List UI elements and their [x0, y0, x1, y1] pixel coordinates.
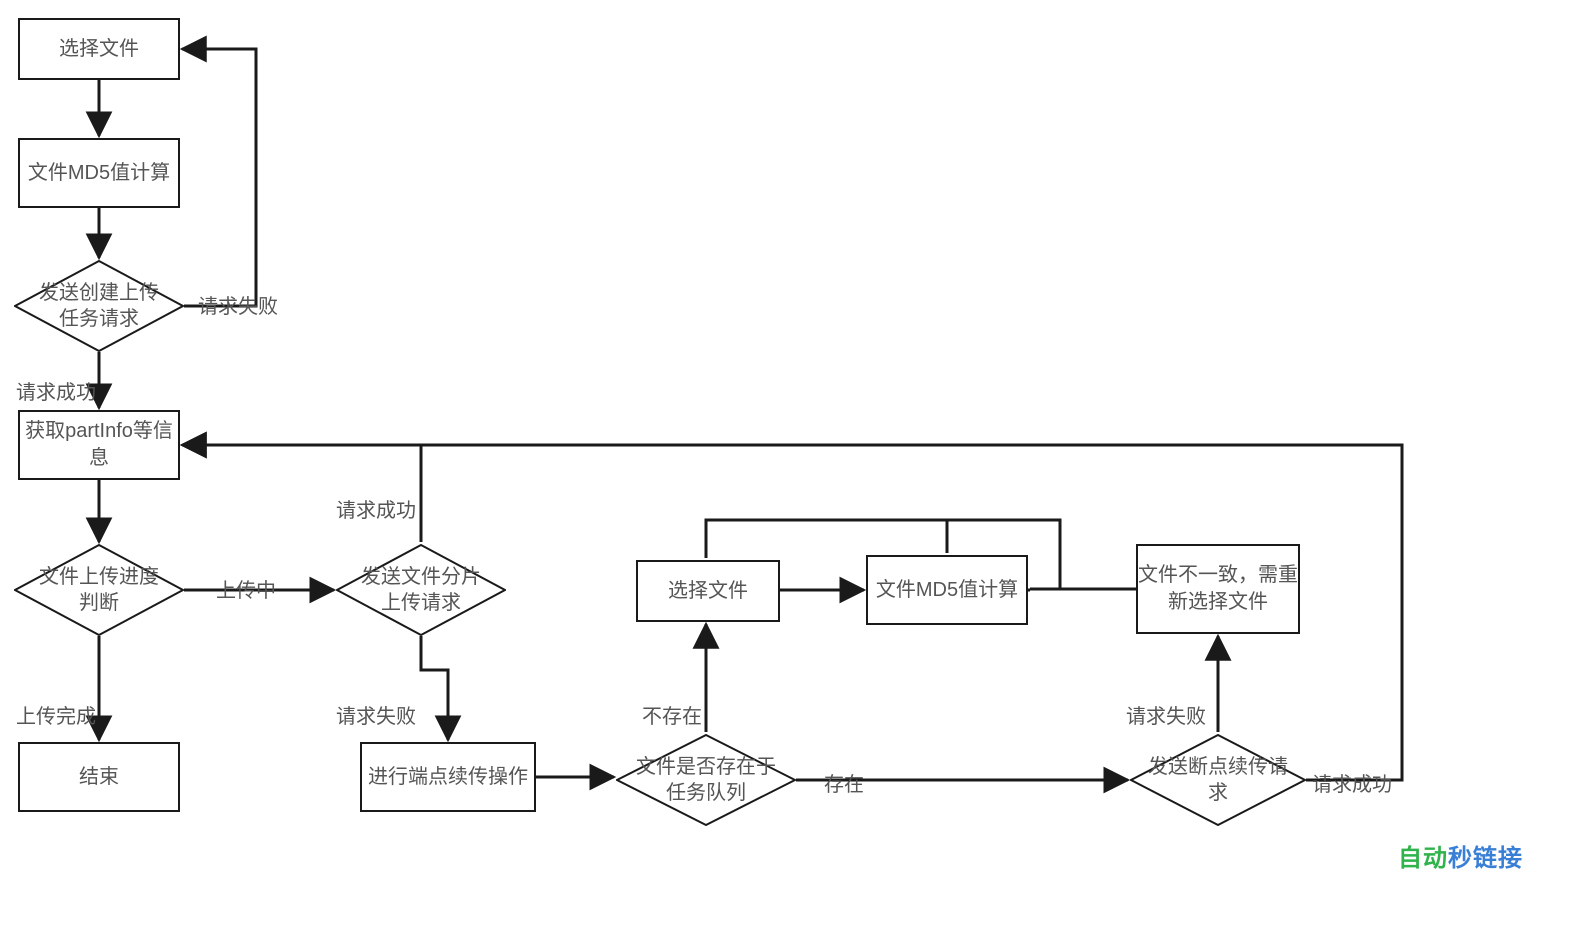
edge-label-req-fail-3: 请求失败 [1126, 700, 1206, 729]
node-label: 文件是否存在于任务队列 [634, 754, 778, 806]
node-upload-progress: 文件上传进度判断 [14, 544, 184, 636]
node-label: 文件MD5值计算 [28, 160, 170, 187]
watermark-part-a: 自动 [1398, 845, 1448, 872]
node-label: 文件上传进度判断 [31, 564, 167, 616]
node-send-resume: 发送断点续传请求 [1130, 734, 1306, 826]
edge-label-upload-done: 上传完成 [16, 700, 96, 729]
flowchart-canvas: 选择文件 文件MD5值计算 获取partInfo等信息 结束 进行端点续传操作 … [0, 0, 1587, 949]
edge-label-req-ok-1: 请求成功 [16, 376, 96, 405]
node-label: 结束 [79, 764, 119, 791]
node-label: 发送文件分片上传请求 [353, 564, 489, 616]
node-send-chunk: 发送文件分片上传请求 [336, 544, 506, 636]
node-label: 进行端点续传操作 [368, 764, 528, 791]
edge-label-uploading: 上传中 [216, 574, 276, 603]
edge-label-not-exist: 不存在 [642, 700, 702, 729]
edge-label-exist: 存在 [824, 768, 864, 797]
node-label: 获取partInfo等信息 [20, 418, 178, 472]
node-resume-op: 进行端点续传操作 [360, 742, 536, 812]
watermark-part-b: 秒链接 [1448, 845, 1523, 872]
edge-label-req-ok-3: 请求成功 [1312, 768, 1392, 797]
node-in-queue: 文件是否存在于任务队列 [616, 734, 796, 826]
node-label: 文件不一致，需重新选择文件 [1138, 562, 1298, 616]
edge-label-req-fail-1: 请求失败 [198, 290, 278, 319]
node-create-upload: 发送创建上传任务请求 [14, 260, 184, 352]
node-label: 文件MD5值计算 [876, 577, 1018, 604]
node-end: 结束 [18, 742, 180, 812]
node-md5-2: 文件MD5值计算 [866, 555, 1028, 625]
edge-label-req-fail-2: 请求失败 [336, 700, 416, 729]
node-label: 选择文件 [59, 36, 139, 63]
node-get-partinfo: 获取partInfo等信息 [18, 410, 180, 480]
node-inconsistent: 文件不一致，需重新选择文件 [1136, 544, 1300, 634]
node-label: 选择文件 [668, 578, 748, 605]
node-select-file: 选择文件 [18, 18, 180, 80]
watermark: 自动秒链接 [1398, 838, 1523, 873]
node-label: 发送创建上传任务请求 [31, 280, 167, 332]
edge-label-req-ok-2: 请求成功 [336, 494, 416, 523]
node-select-file-2: 选择文件 [636, 560, 780, 622]
node-label: 发送断点续传请求 [1148, 754, 1289, 806]
node-md5: 文件MD5值计算 [18, 138, 180, 208]
